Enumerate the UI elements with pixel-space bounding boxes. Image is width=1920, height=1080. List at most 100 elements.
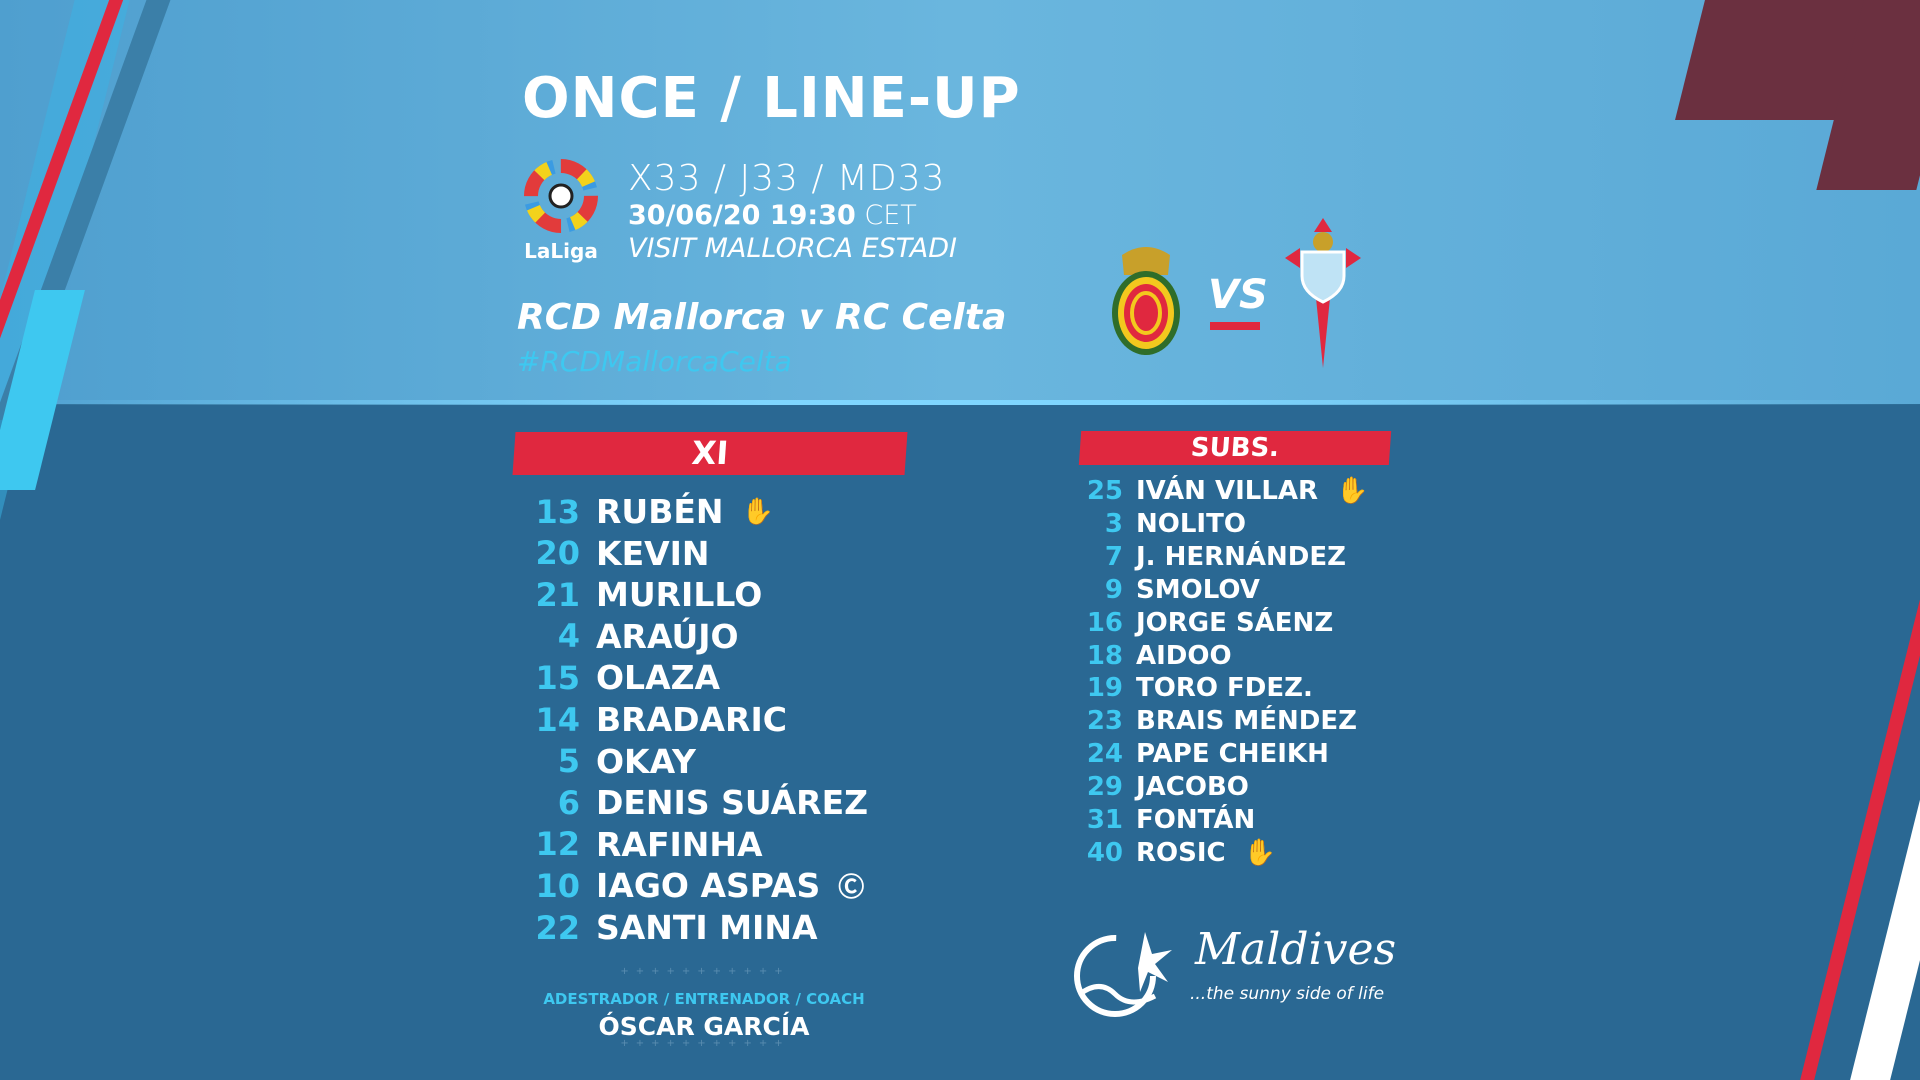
player-name: OLAZA xyxy=(596,658,721,698)
laliga-logo: LaLiga xyxy=(524,159,598,263)
player-name: SMOLOV xyxy=(1136,574,1260,605)
laliga-wordmark: LaLiga xyxy=(524,239,598,263)
player-row: 31 FONTÁN xyxy=(1073,805,1255,835)
player-row: 12 RAFINHA xyxy=(510,824,763,864)
player-row: 5 OKAY xyxy=(510,742,696,781)
goalkeeper-glove-icon: ✋ xyxy=(1336,476,1369,506)
player-name: JORGE SÁENZ xyxy=(1136,607,1334,638)
player-name: AIDOO xyxy=(1136,640,1232,671)
player-row: 13 RUBÉN ✋ xyxy=(510,492,774,531)
player-row: 29 JACOBO xyxy=(1073,772,1249,802)
player-name: RUBÉN xyxy=(596,492,724,531)
player-number: 24 xyxy=(1086,739,1123,770)
player-number: 31 xyxy=(1086,805,1123,835)
player-number: 40 xyxy=(1086,837,1123,868)
player-row: 40 ROSIC ✋ xyxy=(1073,838,1276,868)
venue: VISIT MALLORCA ESTADI xyxy=(628,233,957,264)
match-title: RCD Mallorca v RC Celta xyxy=(517,297,1007,338)
player-row: 7 J. HERNÁNDEZ xyxy=(1073,542,1346,572)
player-number: 7 xyxy=(1104,541,1123,572)
maldives-sponsor-logo: Maldives ...the sunny side of life xyxy=(1060,924,1396,1019)
player-row: 24 PAPE CHEIKH xyxy=(1073,739,1329,769)
player-name: NOLITO xyxy=(1136,508,1246,539)
player-number: 5 xyxy=(557,742,580,781)
player-row: 22 SANTI MINA xyxy=(510,908,817,947)
page-title: ONCE / LINE-UP xyxy=(522,66,1021,131)
matchday: X33 / J33 / MD33 xyxy=(628,158,946,199)
player-name: PAPE CHEIKH xyxy=(1136,739,1329,770)
player-row: 23 BRAIS MÉNDEZ xyxy=(1073,706,1357,736)
player-row: 15 OLAZA xyxy=(510,658,720,697)
player-number: 12 xyxy=(535,825,580,864)
player-number: 10 xyxy=(535,866,580,905)
player-name: MURILLO xyxy=(596,575,763,615)
player-number: 16 xyxy=(1086,607,1123,638)
player-name: SANTI MINA xyxy=(596,908,818,947)
captain-armband-icon: Ⓒ xyxy=(838,873,865,904)
divider-glow xyxy=(0,400,1920,405)
player-row: 20 KEVIN xyxy=(510,533,710,573)
subs-header: SUBS. xyxy=(1078,431,1392,465)
player-row: 9 SMOLOV xyxy=(1073,575,1260,605)
player-name: IAGO ASPAS xyxy=(596,866,821,906)
timezone: CET xyxy=(864,200,917,231)
match-datetime: 30/06/20 19:30 CET xyxy=(628,200,917,231)
sponsor-tagline: ...the sunny side of life xyxy=(1190,984,1385,1004)
vs-label: VS xyxy=(1208,272,1268,318)
header-background xyxy=(0,0,1920,404)
player-number: 23 xyxy=(1086,706,1123,737)
player-name: BRADARIC xyxy=(596,700,787,739)
player-number: 4 xyxy=(557,617,580,656)
celta-crest-icon xyxy=(1285,218,1361,368)
player-row: 25 IVÁN VILLAR ✋ xyxy=(1073,476,1369,506)
player-row: 19 TORO FDEZ. xyxy=(1073,673,1313,703)
goalkeeper-glove-icon: ✋ xyxy=(741,496,774,527)
coach-name: ÓSCAR GARCÍA xyxy=(598,1012,810,1041)
goalkeeper-glove-icon: ✋ xyxy=(1243,837,1276,868)
player-name: IVÁN VILLAR xyxy=(1136,476,1319,506)
player-row: 6 DENIS SUÁREZ xyxy=(510,783,868,822)
player-number: 13 xyxy=(535,492,580,531)
player-name: BRAIS MÉNDEZ xyxy=(1136,706,1357,737)
xi-header: XI xyxy=(512,432,908,475)
player-name: J. HERNÁNDEZ xyxy=(1136,541,1346,572)
player-row: 10 IAGO ASPAS Ⓒ xyxy=(510,866,864,905)
player-number: 15 xyxy=(535,658,580,697)
player-name: FONTÁN xyxy=(1136,805,1256,835)
player-number: 3 xyxy=(1104,508,1123,539)
coach-label: ADESTRADOR / ENTRENADOR / COACH xyxy=(543,990,865,1008)
player-number: 19 xyxy=(1086,673,1123,704)
dots-divider: +++++++++++ xyxy=(620,966,790,977)
player-number: 25 xyxy=(1086,476,1123,506)
match-date: 30/06/20 19:30 xyxy=(628,200,856,231)
maldives-sun-icon xyxy=(1074,932,1172,1017)
player-number: 18 xyxy=(1086,640,1123,671)
mallorca-crest-icon xyxy=(1112,247,1180,355)
player-name: JACOBO xyxy=(1136,772,1249,803)
laliga-ball-icon xyxy=(524,159,598,233)
player-name: ROSIC xyxy=(1136,837,1226,868)
player-name: KEVIN xyxy=(596,533,710,573)
player-row: 16 JORGE SÁENZ xyxy=(1073,608,1333,638)
player-name: TORO FDEZ. xyxy=(1136,673,1313,704)
player-name: RAFINHA xyxy=(596,824,763,864)
lineup-background xyxy=(0,405,1920,1080)
player-number: 6 xyxy=(557,783,580,822)
player-number: 22 xyxy=(535,908,580,947)
player-row: 14 BRADARIC xyxy=(510,700,787,739)
vs-underline xyxy=(1210,322,1260,330)
player-number: 21 xyxy=(535,575,580,614)
player-name: ARAÚJO xyxy=(596,616,739,656)
player-number: 9 xyxy=(1104,574,1123,605)
player-number: 20 xyxy=(535,534,580,573)
player-number: 14 xyxy=(535,700,580,739)
player-number: 29 xyxy=(1086,772,1123,803)
sponsor-name: Maldives xyxy=(1195,924,1397,975)
dots-divider: +++++++++++ xyxy=(620,1038,790,1049)
hashtag: #RCDMallorcaCelta xyxy=(517,345,792,378)
player-row: 21 MURILLO xyxy=(510,575,762,614)
player-row: 4 ARAÚJO xyxy=(510,617,739,656)
player-name: DENIS SUÁREZ xyxy=(596,783,869,823)
player-row: 18 AIDOO xyxy=(1073,641,1232,671)
player-row: 3 NOLITO xyxy=(1073,509,1246,539)
